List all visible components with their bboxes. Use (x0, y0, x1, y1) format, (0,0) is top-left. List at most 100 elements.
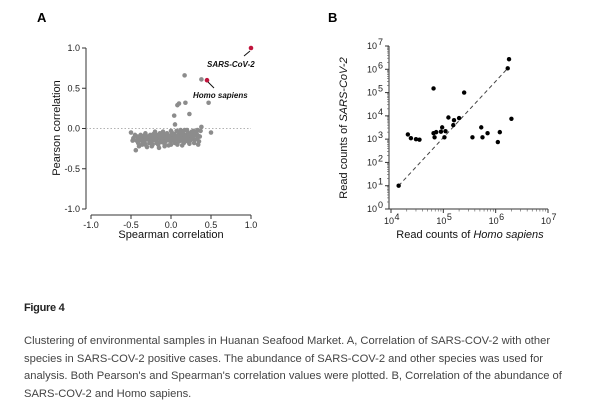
panel-b-y-tick-exponent: 2 (378, 153, 383, 163)
panel-b-x-tick-label: 10 (541, 216, 551, 226)
panel-a-points (128, 45, 254, 153)
panel-b-point (456, 115, 462, 121)
panel-b-y-tick-exponent: 1 (378, 177, 383, 187)
panel-a-point (136, 143, 142, 149)
panel-a-point (134, 138, 139, 143)
panel-b-y-tick-label: 10 (367, 111, 377, 121)
panel-a-point (179, 131, 185, 137)
panel-a-point (191, 140, 197, 146)
panel-a-point (151, 135, 156, 141)
panel-a-point (187, 138, 193, 143)
panel-b-x-tick-label: 10 (384, 216, 394, 226)
panel-b-point (506, 57, 512, 62)
panel-a-point (176, 134, 182, 139)
panel-b-point (438, 129, 444, 134)
panel-b-point (479, 125, 484, 130)
panel-a-x-tick-label: 1.0 (245, 220, 258, 230)
panel-a-point (155, 142, 161, 147)
panel-a-point (199, 124, 204, 130)
panel-a-point (163, 135, 169, 141)
panel-a-point (182, 73, 187, 78)
panel-a-point (199, 77, 204, 82)
panel-a-x-tick-label: -0.5 (123, 220, 139, 230)
panel-b-y-tick-exponent: 7 (378, 37, 383, 47)
panel-b-y-tick-exponent: 3 (378, 130, 383, 140)
panel-a-point (160, 132, 166, 138)
panel-b-point (413, 136, 419, 142)
panel-a-point (176, 101, 182, 106)
panel-a-point (167, 138, 172, 143)
panel-a: A -1.0 -0.5 0.0 0.5 1.0 -1.0 -0.5 0.0 0.5 1.0 SAR… (37, 10, 257, 241)
panel-b-point (509, 116, 514, 121)
panel-a-point (206, 100, 211, 106)
panel-a-y-tick-label: 0.0 (67, 124, 80, 134)
panel-b-point (442, 135, 447, 140)
panel-a-point (171, 113, 177, 118)
panel-b-xlabel-species: Homo sapiens (473, 229, 544, 241)
panel-b-point (432, 135, 437, 140)
panel-a-point (208, 130, 214, 135)
panel-b-point (495, 139, 501, 145)
panel-a-point (173, 137, 179, 143)
panel-b-x-tick-label: 10 (489, 216, 499, 226)
panel-b-point (480, 135, 485, 140)
panel-b-letter: B (328, 10, 337, 25)
panel-a-point (178, 127, 183, 133)
panel-a-y-tick-label: 1.0 (67, 43, 80, 53)
panel-b-x-tick-label: 10 (436, 216, 446, 226)
panel-a-x-tick-label: 0.0 (165, 220, 178, 230)
panel-a-point (160, 129, 166, 135)
panel-b-ylabel: Read counts of SARS-CoV-2 (338, 57, 350, 198)
figure-4: A -1.0 -0.5 0.0 0.5 1.0 -1.0 -0.5 0.0 0.5 1.0 SAR… (37, 10, 557, 241)
panel-a-point (195, 127, 200, 133)
panel-b-point (497, 129, 503, 135)
panel-a-point (195, 133, 201, 139)
panel-a-y-tick-label: 0.5 (67, 83, 80, 93)
panel-b-y-tick-exponent: 4 (378, 107, 383, 117)
panel-a-x-tick-label: 0.5 (205, 220, 218, 230)
homo-sapiens-label: Homo sapiens (193, 91, 248, 100)
panel-b-y-tick-exponent: 0 (378, 200, 383, 210)
panel-a-point (143, 142, 148, 147)
panel-b-y-tick-label: 10 (367, 204, 377, 214)
panel-b-y-tick-label: 10 (367, 41, 377, 51)
panel-b-y-tick-label: 10 (367, 88, 377, 98)
panel-b-y-tick-label: 10 (367, 64, 377, 74)
panel-b-point (408, 135, 414, 141)
panel-b-xlabel-prefix: Read counts of (396, 229, 473, 241)
panel-a-letter: A (37, 10, 47, 25)
panel-b-point (405, 132, 411, 137)
panel-b-axes: 10 010 110 210 310 410 510 610 710 4 10 5 10 6 10 7 (367, 37, 557, 226)
panel-b-point (451, 122, 456, 128)
panel-a-point (132, 132, 138, 138)
panel-a-point (175, 142, 180, 147)
panel-b-point (470, 135, 475, 140)
panel-a-point (162, 143, 167, 149)
panel-b-point (461, 90, 467, 95)
panel-a-point (191, 128, 196, 134)
panel-b-point (443, 128, 448, 134)
panel-a-point (172, 122, 178, 127)
panel-a-point (133, 147, 139, 153)
panel-b-point (446, 115, 451, 120)
panel-b-x-tick-exponent: 6 (499, 212, 504, 222)
panel-a-highlight-point (204, 77, 210, 83)
panel-a-point (152, 129, 158, 135)
panel-a-point (184, 127, 190, 133)
homo-annotation-leader (207, 81, 215, 89)
panel-a-point (149, 143, 155, 149)
panel-a-point (168, 128, 174, 134)
panel-b-point (417, 137, 422, 142)
panel-b-point (451, 118, 457, 123)
panel-a-highlight-point (248, 45, 254, 51)
panel-a-x-tick-label: -1.0 (83, 220, 99, 230)
panel-a-point (128, 130, 134, 135)
panel-b-point (433, 129, 439, 135)
panel-a-point (130, 138, 135, 143)
sars-annotation-leader (243, 50, 251, 57)
panel-a-point (147, 138, 153, 143)
panel-b-ylabel-species: SARS-CoV-2 (338, 57, 350, 121)
panel-a-point (137, 135, 143, 140)
sars-cov-2-label: SARS-CoV-2 (207, 60, 255, 69)
panel-b-point (431, 86, 436, 91)
